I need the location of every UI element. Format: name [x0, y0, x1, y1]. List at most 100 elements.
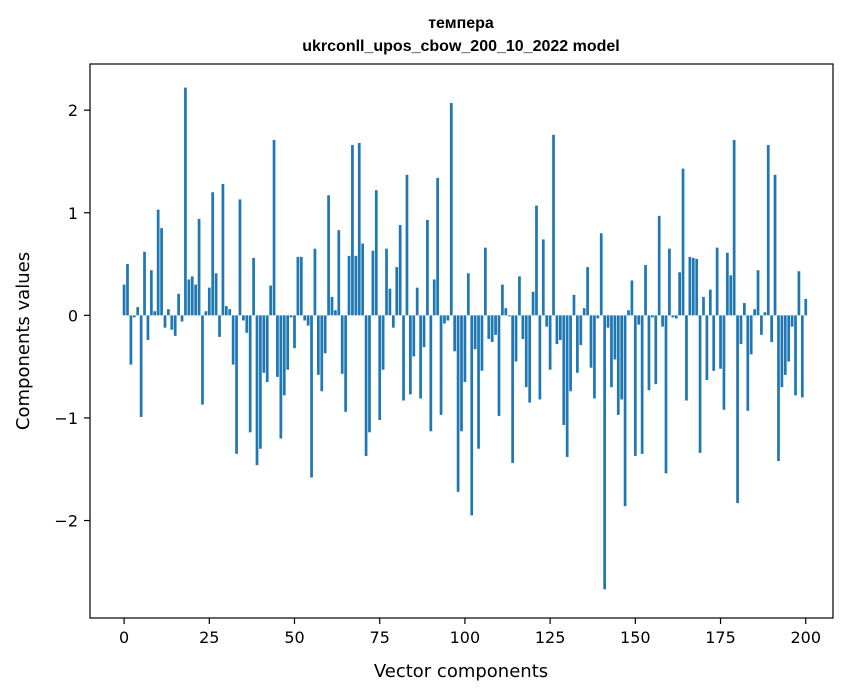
- bar-103: [473, 315, 477, 350]
- bar-83: [405, 174, 409, 316]
- bar-29: [221, 184, 225, 316]
- bar-193: [780, 315, 784, 388]
- bar-49: [289, 315, 293, 318]
- bar-21: [194, 284, 198, 316]
- bar-78: [388, 288, 392, 316]
- bar-99: [460, 315, 463, 432]
- bar-192: [777, 315, 780, 462]
- bar-2: [129, 315, 133, 365]
- bar-9: [153, 311, 157, 316]
- bar-187: [760, 315, 763, 335]
- bar-170: [702, 296, 705, 316]
- bar-190: [770, 315, 774, 343]
- bar-32: [231, 315, 235, 365]
- bar-96: [449, 102, 453, 316]
- bar-152: [640, 315, 644, 454]
- bar-125: [548, 315, 552, 370]
- plot-frame: [89, 63, 834, 619]
- bar-98: [456, 315, 460, 492]
- bar-143: [610, 315, 613, 388]
- bar-31: [228, 309, 232, 316]
- bar-94: [443, 315, 446, 324]
- bar-169: [698, 315, 702, 453]
- bar-175: [719, 315, 722, 369]
- bar-107: [487, 315, 491, 339]
- bar-15: [173, 315, 177, 336]
- x-axis-label: Vector components: [374, 661, 548, 682]
- bar-126: [552, 134, 555, 316]
- bar-113: [507, 315, 511, 317]
- bar-16: [177, 293, 180, 316]
- bar-58: [320, 315, 324, 392]
- bar-8: [149, 270, 153, 316]
- bar-199: [800, 315, 804, 398]
- bar-63: [337, 230, 341, 316]
- bar-6: [143, 251, 146, 316]
- bar-114: [511, 315, 514, 464]
- bar-22: [197, 218, 201, 316]
- bar-197: [794, 315, 797, 396]
- bar-100: [463, 315, 467, 383]
- bar-135: [582, 308, 586, 316]
- x-tick-label: 0: [119, 628, 129, 647]
- bar-180: [736, 315, 739, 504]
- bar-43: [269, 285, 273, 316]
- bar-158: [661, 315, 664, 327]
- bar-132: [572, 294, 576, 316]
- bar-93: [439, 315, 443, 415]
- bar-122: [538, 315, 542, 400]
- bar-127: [555, 315, 559, 345]
- bar-160: [668, 248, 671, 316]
- y-tick-label: −1: [54, 409, 78, 428]
- bar-5: [139, 315, 143, 417]
- bar-52: [299, 256, 303, 316]
- bar-196: [790, 315, 794, 327]
- bar-74: [374, 190, 378, 316]
- bar-157: [657, 215, 661, 316]
- bar-7: [146, 315, 150, 340]
- bar-195: [787, 315, 791, 362]
- bar-33: [235, 315, 238, 454]
- bar-133: [576, 315, 579, 373]
- bar-56: [313, 248, 317, 316]
- bar-172: [708, 289, 712, 316]
- y-tick-label: 1: [68, 204, 78, 223]
- bar-101: [466, 273, 470, 316]
- bar-54: [306, 315, 310, 326]
- bar-146: [620, 315, 624, 400]
- bar-124: [545, 315, 549, 327]
- bar-159: [664, 315, 668, 474]
- bar-179: [732, 139, 736, 316]
- bar-106: [483, 247, 487, 316]
- bar-36: [245, 315, 249, 333]
- bar-123: [541, 239, 545, 316]
- bar-137: [589, 315, 593, 368]
- bar-139: [596, 315, 600, 319]
- bar-55: [310, 315, 313, 478]
- bar-13: [167, 309, 170, 316]
- bar-28: [218, 315, 221, 337]
- bar-62: [334, 310, 337, 316]
- bar-174: [715, 247, 719, 316]
- bar-178: [729, 275, 733, 316]
- bar-68: [354, 255, 358, 316]
- bar-40: [259, 315, 262, 449]
- bar-112: [504, 308, 508, 316]
- bar-155: [650, 315, 654, 318]
- bar-34: [238, 199, 242, 316]
- bar-147: [623, 315, 627, 507]
- bar-116: [518, 276, 521, 316]
- bar-150: [633, 315, 637, 456]
- bar-50: [293, 315, 296, 349]
- bar-131: [569, 315, 572, 392]
- bar-145: [616, 315, 620, 415]
- bar-140: [599, 233, 603, 316]
- bar-110: [497, 315, 501, 416]
- bar-142: [606, 315, 610, 328]
- bar-27: [214, 273, 218, 316]
- bar-71: [364, 315, 368, 456]
- bar-161: [671, 315, 675, 318]
- bar-191: [773, 174, 777, 316]
- bar-11: [160, 228, 163, 316]
- x-tick-label: 25: [199, 628, 219, 647]
